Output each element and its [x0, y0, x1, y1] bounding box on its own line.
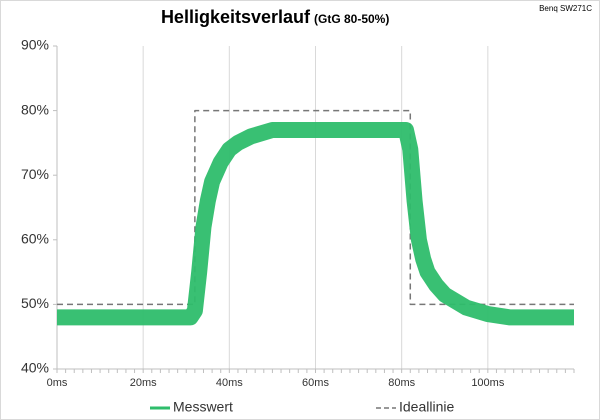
y-tick-label: 50%: [21, 295, 49, 311]
series-line: [57, 121, 574, 326]
series-line: [57, 109, 574, 306]
x-tick-label: 40ms: [216, 377, 243, 389]
chart-title: Helligkeitsverlauf: [161, 7, 311, 27]
y-tick-label: 70%: [21, 166, 49, 182]
chart-subtitle: (GtG 80-50%): [314, 12, 389, 26]
y-tick-label: 90%: [21, 37, 49, 53]
y-tick-label: 80%: [21, 101, 49, 117]
annotation: Benq SW271C: [539, 4, 592, 13]
x-tick-label: 0ms: [47, 377, 68, 389]
x-tick-label: 80ms: [388, 377, 415, 389]
legend-label: Messwert: [173, 399, 233, 415]
y-tick-label: 40%: [21, 360, 49, 376]
x-tick-label: 100ms: [471, 377, 505, 389]
x-tick-label: 20ms: [130, 377, 157, 389]
y-tick-label: 60%: [21, 231, 49, 247]
x-tick-label: 60ms: [302, 377, 329, 389]
legend-label: Ideallinie: [399, 399, 454, 415]
